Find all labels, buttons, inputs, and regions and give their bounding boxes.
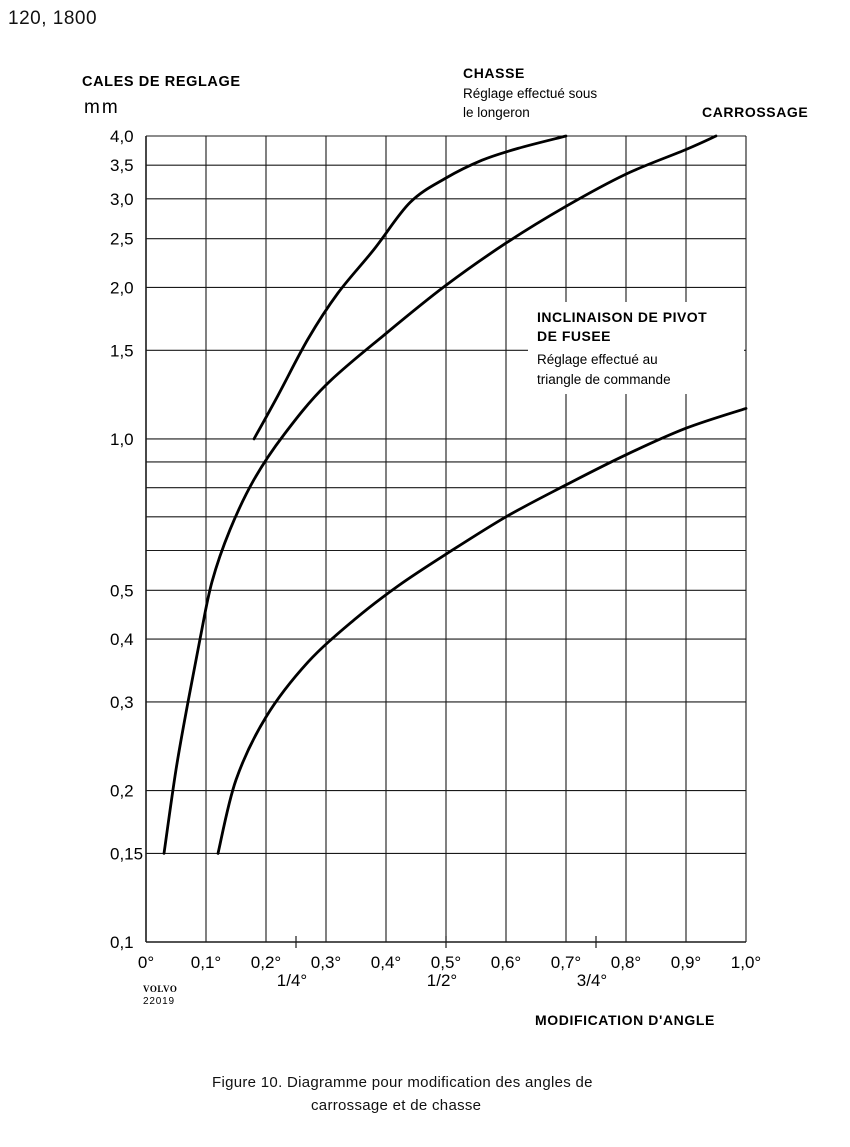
y-tick-label: 3,0 bbox=[110, 190, 134, 209]
pivot-series-title-line1: INCLINAISON DE PIVOT bbox=[537, 309, 707, 325]
x-tick-label: 1,0° bbox=[731, 953, 761, 972]
x-axis-fraction-ticks: 1/4° 1/2° 3/4° bbox=[277, 936, 607, 990]
x-tick-label: 0,5° bbox=[431, 953, 461, 972]
y-axis-unit: mm bbox=[84, 97, 120, 118]
pivot-series-title-line2: DE FUSEE bbox=[537, 328, 611, 344]
x-fraction-tick-label: 3/4° bbox=[577, 971, 607, 990]
x-tick-label: 0,7° bbox=[551, 953, 581, 972]
y-tick-label: 1,5 bbox=[110, 341, 134, 360]
pivot-label-background bbox=[528, 302, 744, 394]
x-tick-label: 0,9° bbox=[671, 953, 701, 972]
pivot-series-note-line1: Réglage effectué au bbox=[537, 352, 658, 367]
y-tick-label: 0,5 bbox=[110, 581, 134, 600]
figure-caption-line1: Figure 10. Diagramme pour modification d… bbox=[212, 1074, 593, 1091]
x-tick-label: 0,8° bbox=[611, 953, 641, 972]
y-tick-label: 0,4 bbox=[110, 630, 134, 649]
volvo-logo-brand: VOLVO bbox=[143, 984, 177, 994]
page-header-models: 120, 1800 bbox=[8, 8, 98, 29]
y-axis-label: CALES DE REGLAGE bbox=[82, 74, 241, 90]
x-tick-label: 0,2° bbox=[251, 953, 281, 972]
figure-caption-line2: carrossage et de chasse bbox=[311, 1097, 482, 1114]
x-tick-label: 0,3° bbox=[311, 953, 341, 972]
curve-series-3 bbox=[216, 407, 748, 855]
y-tick-label: 1,0 bbox=[110, 430, 134, 449]
y-tick-label: 0,2 bbox=[110, 782, 134, 801]
carrossage-series-title: CARROSSAGE bbox=[702, 104, 808, 120]
x-axis-label: MODIFICATION D'ANGLE bbox=[535, 1012, 715, 1028]
volvo-logo-number: 22019 bbox=[143, 996, 175, 1007]
y-tick-label: 2,5 bbox=[110, 230, 134, 249]
chart: 0,1 0,15 0,2 0,3 0,4 0,5 1,0 1,5 2,0 2,5 3,0 3,5 4,0… bbox=[82, 65, 808, 1028]
x-fraction-tick-label: 1/2° bbox=[427, 971, 457, 990]
y-axis-ticks: 0,1 0,15 0,2 0,3 0,4 0,5 1,0 1,5 2,0 2,5 3,0 3,5 4,0 bbox=[110, 127, 143, 952]
x-axis-ticks: 0° 0,1° 0,2° 0,3° 0,4° 0,5° 0,6° 0,7° 0,8° 0,9° 1,… bbox=[138, 953, 761, 972]
curve-series-2 bbox=[162, 134, 718, 855]
chart-grid bbox=[145, 135, 747, 943]
x-fraction-tick-label: 1/4° bbox=[277, 971, 307, 990]
x-tick-label: 0° bbox=[138, 953, 154, 972]
y-tick-label: 0,15 bbox=[110, 844, 143, 863]
y-tick-label: 3,5 bbox=[110, 156, 134, 175]
chasse-series-note-line2: le longeron bbox=[463, 105, 530, 120]
y-tick-label: 4,0 bbox=[110, 127, 134, 146]
chart-curves bbox=[162, 134, 748, 855]
chasse-series-note-line1: Réglage effectué sous bbox=[463, 86, 597, 101]
x-tick-label: 0,4° bbox=[371, 953, 401, 972]
x-tick-label: 0,1° bbox=[191, 953, 221, 972]
figure-caption: Figure 10. Diagramme pour modification d… bbox=[212, 1071, 593, 1117]
y-tick-label: 2,0 bbox=[110, 278, 134, 297]
pivot-series-note-line2: triangle de commande bbox=[537, 372, 671, 387]
curve-series-1 bbox=[252, 134, 568, 441]
chasse-series-title: CHASSE bbox=[463, 65, 525, 81]
y-tick-label: 0,1 bbox=[110, 933, 134, 952]
x-tick-label: 0,6° bbox=[491, 953, 521, 972]
y-tick-label: 0,3 bbox=[110, 693, 134, 712]
